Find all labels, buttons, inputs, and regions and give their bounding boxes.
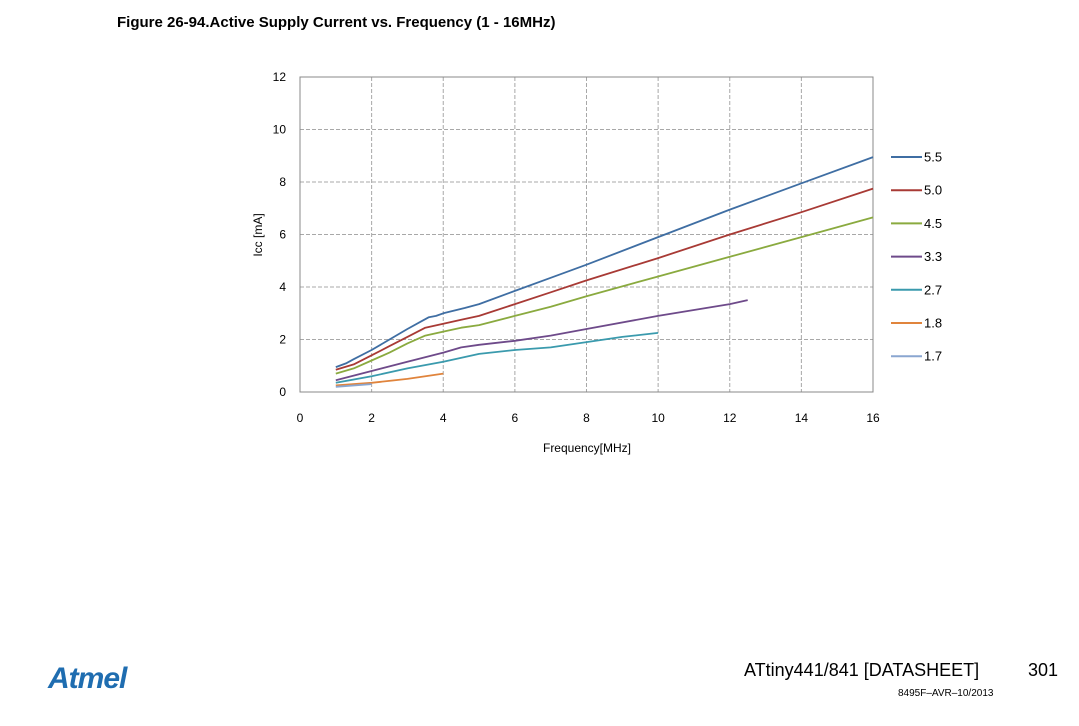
series-line-4-5 <box>335 216 874 375</box>
legend-label: 1.8 <box>924 316 942 331</box>
legend-label: 1.7 <box>924 349 942 364</box>
y-tick-label: 10 <box>273 123 287 137</box>
series-lines <box>335 156 874 388</box>
y-tick-label: 8 <box>279 175 286 189</box>
series-line-5-0 <box>335 187 874 371</box>
y-axis-ticks: 0 2 4 6 8 10 12 <box>273 70 287 399</box>
x-tick-label: 16 <box>866 411 880 425</box>
x-tick-label: 0 <box>297 411 304 425</box>
x-tick-label: 10 <box>651 411 665 425</box>
legend-label: 4.5 <box>924 216 942 231</box>
legend-label: 2.7 <box>924 282 942 297</box>
x-axis-label: Frequency[MHz] <box>543 441 631 455</box>
x-axis-ticks: 0 2 4 6 8 10 12 14 16 <box>297 411 880 425</box>
legend-label: 3.3 <box>924 249 942 264</box>
y-tick-label: 12 <box>273 70 287 84</box>
legend-label: 5.5 <box>924 150 942 165</box>
plot-area-border <box>299 76 874 393</box>
y-tick-label: 2 <box>279 333 286 347</box>
series-line-5-5 <box>335 156 874 368</box>
legend: 5.5 5.0 4.5 3.3 2.7 1.8 1.7 <box>891 150 942 364</box>
y-axis-label: Icc [mA] <box>251 213 265 256</box>
atmel-logo: Atmel <box>48 662 127 695</box>
y-tick-label: 4 <box>279 280 286 294</box>
series-line-1-7 <box>335 383 372 388</box>
x-tick-label: 14 <box>795 411 809 425</box>
legend-label: 5.0 <box>924 183 942 198</box>
x-tick-label: 8 <box>583 411 590 425</box>
grid <box>300 77 873 392</box>
series-line-2-7 <box>335 332 659 384</box>
series-line-3-3 <box>335 299 748 382</box>
page-number: 301 <box>1028 660 1059 680</box>
y-tick-label: 6 <box>279 228 286 242</box>
x-tick-label: 12 <box>723 411 737 425</box>
y-tick-label: 0 <box>279 385 286 399</box>
document-title: ATtiny441/841 [DATASHEET] <box>744 660 980 680</box>
series-line-1-8 <box>335 372 444 387</box>
x-tick-label: 2 <box>368 411 375 425</box>
figure-title: Figure 26-94.Active Supply Current vs. F… <box>117 14 556 31</box>
x-tick-label: 6 <box>512 411 519 425</box>
document-code: 8495F–AVR–10/2013 <box>898 688 994 699</box>
x-tick-label: 4 <box>440 411 447 425</box>
